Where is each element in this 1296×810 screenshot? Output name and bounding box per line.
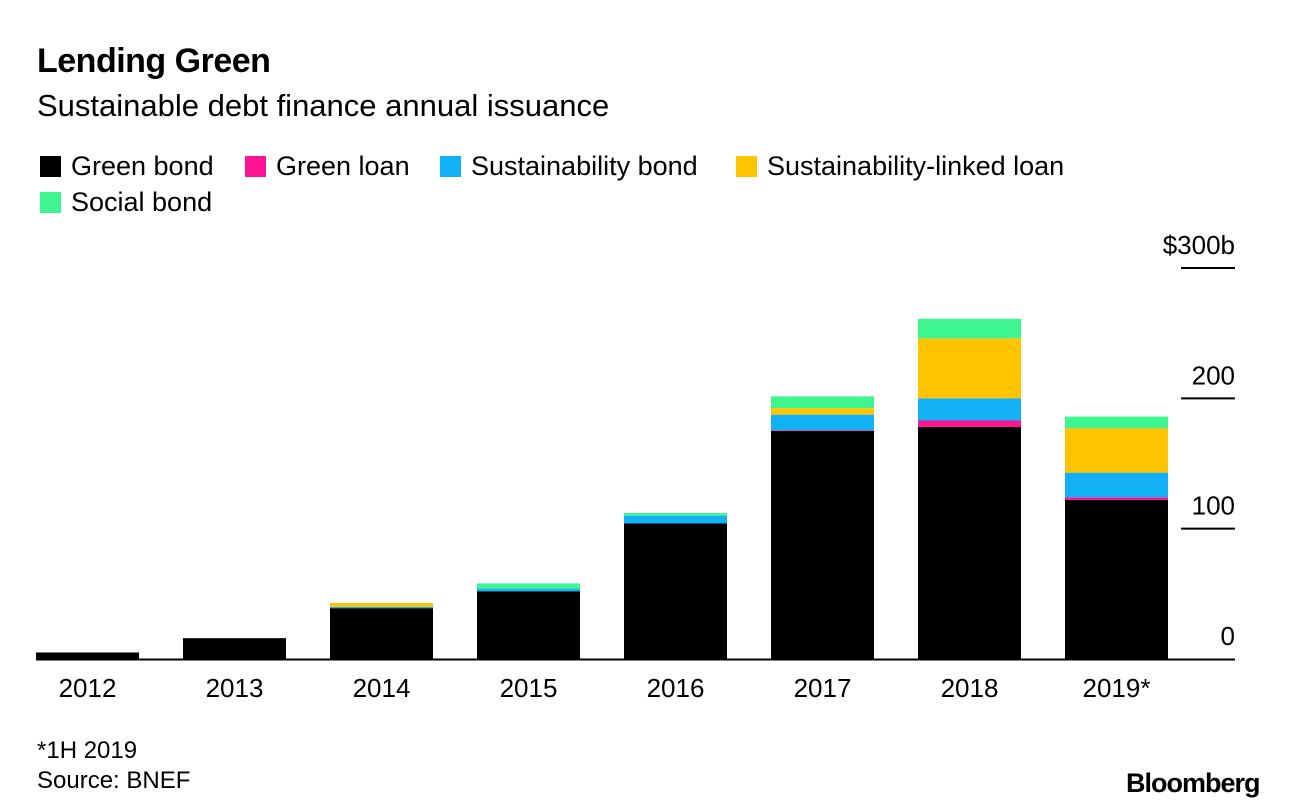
x-tick-label-2019: 2019* [1083, 673, 1151, 703]
x-tick-label-2018: 2018 [941, 673, 999, 703]
bar-sustainability-linked-loan-2018 [918, 338, 1021, 399]
x-tick-label-2016: 2016 [647, 673, 705, 703]
legend-label-social-bond: Social bond [71, 186, 213, 217]
bar-social-bond-2016 [624, 513, 727, 516]
bar-sustainability-bond-2015 [477, 588, 580, 592]
bar-sustainability-linked-loan-2019 [1065, 428, 1168, 473]
bar-sustainability-bond-2017 [771, 414, 874, 431]
bar-green-bond-2015 [477, 591, 580, 659]
legend-label-green-loan: Green loan [276, 150, 410, 181]
bar-social-bond-2017 [771, 396, 874, 409]
x-tick-label-2014: 2014 [353, 673, 411, 703]
bar-green-bond-2018 [918, 427, 1021, 659]
bloomberg-logo: Bloomberg [1126, 768, 1261, 798]
bar-sustainability-bond-2016 [624, 515, 727, 524]
chart-title: Lending Green [37, 42, 271, 80]
bar-green-loan-2019 [1065, 497, 1168, 500]
legend-item-sustainability-linked-loan: Sustainability-linked loan [736, 151, 1064, 181]
bar-sustainability-bond-2019 [1065, 472, 1168, 498]
source-note: Source: BNEF [37, 767, 191, 794]
legend-swatch-social-bond [40, 191, 61, 213]
bar-green-bond-2016 [624, 523, 727, 659]
chart-subtitle: Sustainable debt finance annual issuance [37, 88, 610, 123]
legend-item-green-bond: Green bond [40, 151, 214, 181]
legend-label-green-bond: Green bond [71, 150, 214, 181]
bar-green-bond-2014 [330, 608, 433, 659]
bar-sustainability-linked-loan-2014 [330, 602, 433, 607]
legend-item-social-bond: Social bond [40, 187, 212, 217]
x-tick-label-2017: 2017 [794, 673, 852, 703]
bar-green-bond-2012 [36, 652, 139, 659]
legend-label-sustainability-bond: Sustainability bond [471, 150, 698, 181]
bar-green-loan-2017 [771, 430, 874, 432]
bar-social-bond-2018 [918, 318, 1021, 339]
legend-label-sustainability-linked-loan: Sustainability-linked loan [767, 150, 1065, 181]
bar-green-bond-2017 [771, 430, 874, 659]
legend-item-green-loan: Green loan [245, 151, 410, 181]
footnote: *1H 2019 [37, 737, 138, 764]
bar-social-bond-2019 [1065, 416, 1168, 429]
bar-green-loan-2018 [918, 420, 1021, 428]
legend-item-sustainability-bond: Sustainability bond [440, 151, 698, 181]
bar-green-bond-2019 [1065, 499, 1168, 659]
y-tick-label-0: 0 [1221, 621, 1235, 651]
bar-social-bond-2015 [477, 583, 580, 589]
bar-sustainability-bond-2014 [330, 606, 433, 609]
x-tick-label-2013: 2013 [206, 673, 264, 703]
bar-sustainability-linked-loan-2017 [771, 408, 874, 415]
y-tick-label-100: 100 [1192, 491, 1235, 521]
legend-swatch-green-bond [40, 155, 61, 177]
legend-swatch-green-loan [245, 155, 266, 177]
y-tick-label-200: 200 [1192, 360, 1235, 390]
legend-swatch-sustainability-bond [440, 155, 461, 177]
x-tick-label-2012: 2012 [59, 673, 117, 703]
y-tick-label-300: $300b [1163, 230, 1235, 260]
x-tick-label-2015: 2015 [500, 673, 558, 703]
bar-green-bond-2013 [183, 638, 286, 659]
legend-swatch-sustainability-linked-loan [736, 155, 757, 177]
bar-sustainability-bond-2018 [918, 398, 1021, 421]
